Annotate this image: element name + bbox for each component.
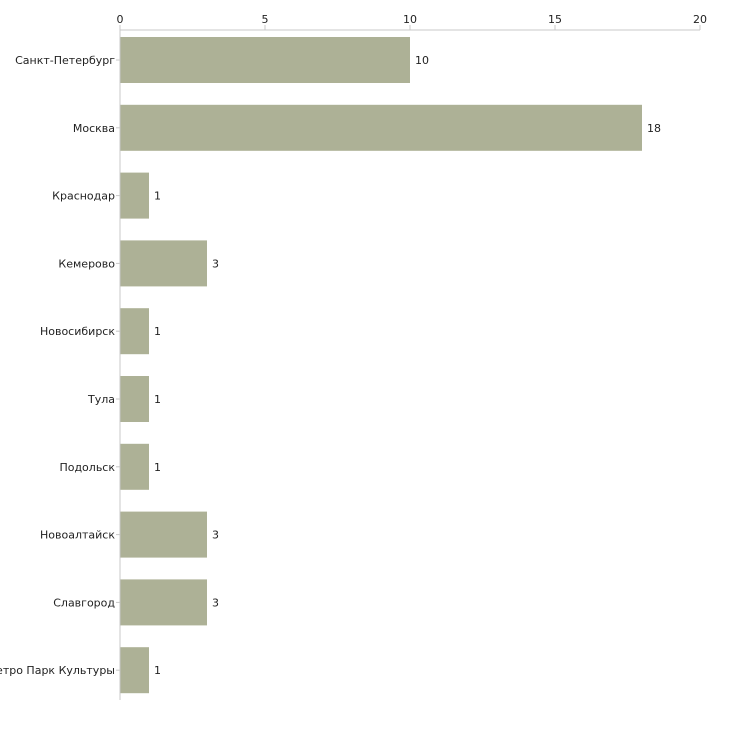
value-label: 1 <box>154 393 161 406</box>
value-label: 1 <box>154 325 161 338</box>
bar <box>120 37 410 83</box>
bar <box>120 240 207 287</box>
value-label: 1 <box>154 461 161 474</box>
x-tick-label: 15 <box>548 13 562 26</box>
category-label: Краснодар <box>52 190 115 203</box>
category-label: Москва <box>73 122 115 135</box>
category-label: Санкт-Петербург <box>15 54 115 67</box>
category-label: Подольск <box>59 461 115 474</box>
value-label: 10 <box>415 54 429 67</box>
category-labels: Санкт-Петербург Москва Краснодар Кемерово Но… <box>0 54 115 677</box>
category-label: Новосибирск <box>40 325 115 338</box>
x-tick-label: 10 <box>403 13 417 26</box>
x-tick-label: 0 <box>117 13 124 26</box>
y-axis <box>116 30 121 700</box>
value-label: 3 <box>212 257 219 270</box>
value-labels: 10 18 1 3 1 1 1 3 3 1 <box>154 54 661 677</box>
bar <box>120 172 149 219</box>
bar <box>120 647 149 694</box>
category-label: Новоалтайск <box>40 529 115 542</box>
category-label: Славгород <box>53 596 115 609</box>
category-label: Тула <box>87 393 115 406</box>
bar <box>120 443 149 490</box>
category-label: Кемерово <box>58 257 115 270</box>
bar <box>120 511 207 558</box>
value-label: 18 <box>647 122 661 135</box>
x-axis: 0 5 10 15 20 <box>117 13 707 31</box>
value-label: 1 <box>154 664 161 677</box>
category-label: метро Парк Культуры <box>0 664 115 677</box>
value-label: 3 <box>212 596 219 609</box>
x-tick-label: 5 <box>262 13 269 26</box>
bar <box>120 104 642 151</box>
value-label: 1 <box>154 190 161 203</box>
x-tick-label: 20 <box>693 13 707 26</box>
bar <box>120 376 149 422</box>
bars-group <box>120 37 642 694</box>
bar <box>120 308 149 355</box>
value-label: 3 <box>212 529 219 542</box>
bar <box>120 579 207 626</box>
